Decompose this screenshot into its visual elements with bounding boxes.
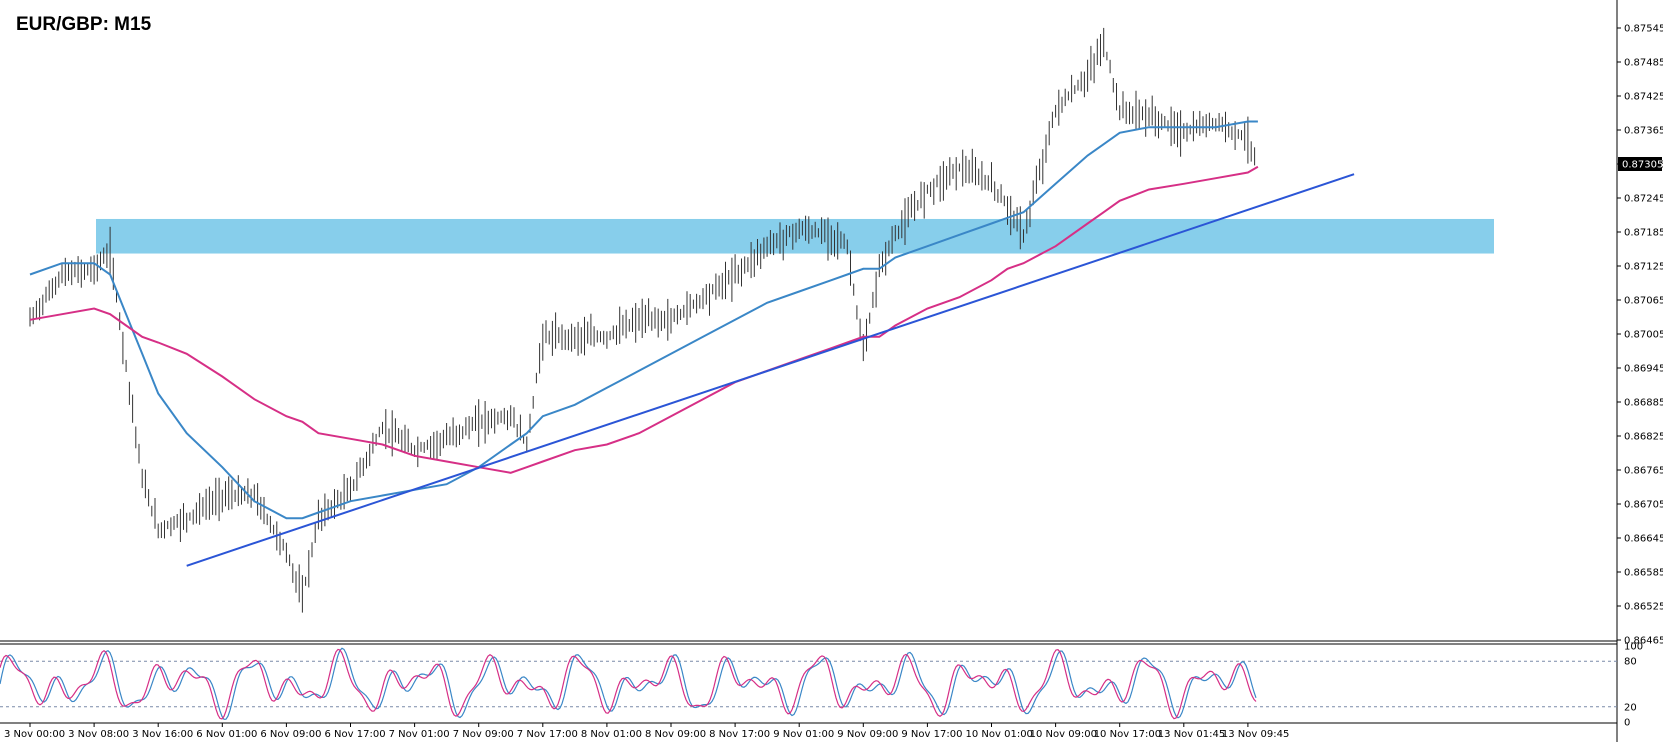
- time-tick-label: 9 Nov 01:00: [773, 729, 834, 740]
- price-tick-label: 0.87365: [1624, 126, 1663, 137]
- time-tick-label: 8 Nov 17:00: [709, 729, 770, 740]
- time-tick-label: 13 Nov 09:45: [1222, 729, 1289, 740]
- oscillator-line-1: [0, 647, 1257, 720]
- time-tick-label: 6 Nov 09:00: [260, 729, 321, 740]
- price-tick-label: 0.87245: [1624, 194, 1663, 205]
- oscillator-axis: 100 80 20 0: [1624, 642, 1643, 729]
- time-tick-label: 6 Nov 17:00: [325, 729, 386, 740]
- price-tick-label: 0.86465: [1624, 636, 1663, 647]
- oscillator-plot-area: [0, 647, 1617, 720]
- price-tick-label: 0.87185: [1624, 228, 1663, 239]
- price-tick-label: 0.86525: [1624, 602, 1663, 613]
- time-tick-label: 3 Nov 08:00: [68, 729, 129, 740]
- time-tick-label: 10 Nov 01:00: [966, 729, 1033, 740]
- price-bars: [29, 27, 1256, 613]
- chart-title: EUR/GBP: M15: [16, 14, 152, 35]
- price-tick-label: 0.87485: [1624, 58, 1663, 69]
- oscillator-tick-label: 0: [1624, 718, 1630, 729]
- price-tick-label: 0.87545: [1624, 24, 1663, 35]
- time-tick-label: 13 Nov 01:45: [1158, 729, 1225, 740]
- main-plot-area: [0, 0, 1618, 742]
- price-axis: 0.87545 0.87485 0.87425 0.87365 0.87305 0.872…: [1617, 24, 1663, 647]
- price-tick-label: 0.86885: [1624, 398, 1663, 409]
- time-tick-label: 10 Nov 17:00: [1094, 729, 1161, 740]
- price-tick-label: 0.86945: [1624, 364, 1663, 375]
- price-tick-label: 0.86585: [1624, 568, 1663, 579]
- price-tick-label: 0.86705: [1624, 500, 1663, 511]
- time-axis: 3 Nov 00:00 3 Nov 08:00 3 Nov 16:00 6 Nov 0…: [4, 723, 1289, 740]
- time-tick-label: 9 Nov 17:00: [901, 729, 962, 740]
- oscillator-tick-label: 80: [1624, 657, 1637, 668]
- trendline-1[interactable]: [186, 173, 1355, 567]
- time-tick-label: 7 Nov 17:00: [517, 729, 578, 740]
- support-zone: [96, 218, 1494, 254]
- current-price-tag: [1618, 157, 1662, 171]
- time-tick-label: 6 Nov 01:00: [196, 729, 257, 740]
- oscillator-tick-label: 20: [1624, 702, 1637, 713]
- time-tick-label: 8 Nov 09:00: [645, 729, 706, 740]
- price-tick-label: 0.87065: [1624, 296, 1663, 307]
- time-tick-label: 3 Nov 00:00: [4, 729, 65, 740]
- time-tick-label: 7 Nov 09:00: [453, 729, 514, 740]
- current-price-label: 0.87305: [1622, 160, 1663, 171]
- time-tick-label: 10 Nov 09:00: [1030, 729, 1097, 740]
- moving-average-1: [29, 120, 1258, 520]
- price-tick-label: 0.87125: [1624, 262, 1663, 273]
- time-tick-label: 7 Nov 01:00: [389, 729, 450, 740]
- price-tick-label: 0.86645: [1624, 534, 1663, 545]
- price-tick-label: 0.87005: [1624, 330, 1663, 341]
- time-tick-label: 8 Nov 01:00: [581, 729, 642, 740]
- oscillator-line-2: [0, 648, 1257, 720]
- price-tick-label: 0.86825: [1624, 432, 1663, 443]
- price-tick-label: 0.87425: [1624, 92, 1663, 103]
- price-tick-label: 0.86765: [1624, 466, 1663, 477]
- time-tick-label: 9 Nov 09:00: [837, 729, 898, 740]
- moving-average-2: [29, 165, 1259, 474]
- oscillator-tick-label: 100: [1624, 642, 1643, 653]
- time-tick-label: 3 Nov 16:00: [132, 729, 193, 740]
